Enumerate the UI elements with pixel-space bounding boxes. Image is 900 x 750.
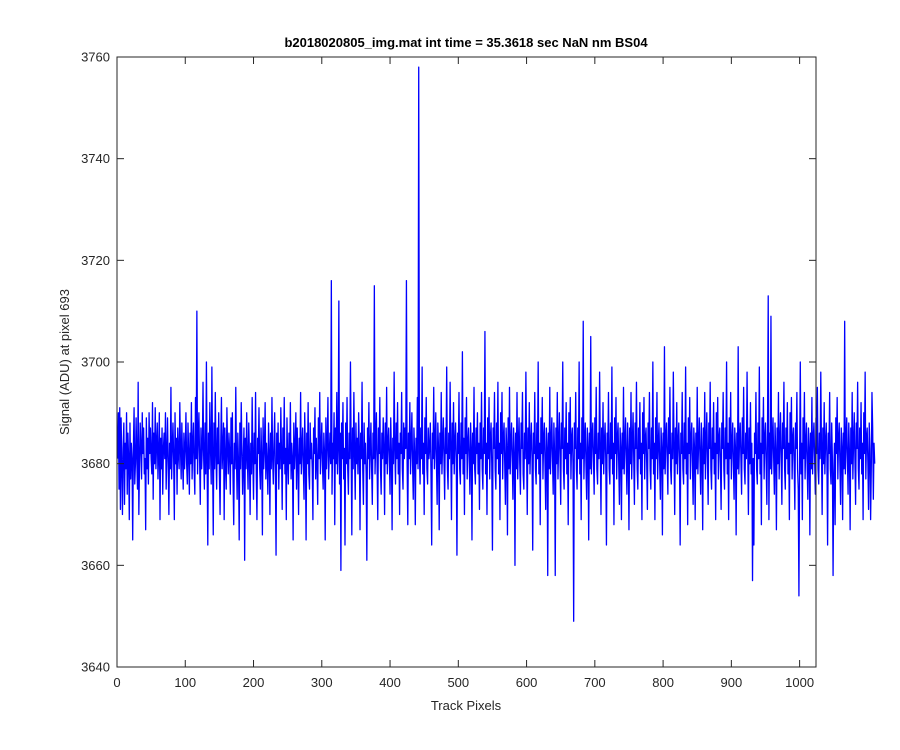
x-tick-label: 900 [721,675,743,690]
x-tick-label: 600 [516,675,538,690]
y-tick-label: 3640 [81,660,110,675]
x-tick-label: 1000 [785,675,814,690]
x-tick-label: 400 [379,675,401,690]
y-tick-label: 3660 [81,558,110,573]
x-tick-label: 500 [447,675,469,690]
plot-area [117,57,876,667]
x-tick-label: 300 [311,675,333,690]
x-tick-label: 200 [243,675,265,690]
y-tick-label: 3720 [81,253,110,268]
x-tick-label: 100 [174,675,196,690]
x-tick-label: 700 [584,675,606,690]
y-tick-label: 3700 [81,355,110,370]
axes: 0 100 200 300 400 500 600 700 800 900 1000 3640 3660… [81,50,817,690]
x-axis-label: Track Pixels [431,698,502,713]
y-tick-label: 3680 [81,456,110,471]
y-tick-label: 3740 [81,151,110,166]
x-tick-label: 0 [113,675,120,690]
y-tick-label: 3760 [81,50,110,65]
plot-background [117,57,816,667]
y-axis-label: Signal (ADU) at pixel 693 [57,289,72,435]
x-tick-label: 800 [652,675,674,690]
series-line-1 [117,66,876,622]
chart-title: b2018020805_img.mat int time = 35.3618 s… [284,35,648,50]
